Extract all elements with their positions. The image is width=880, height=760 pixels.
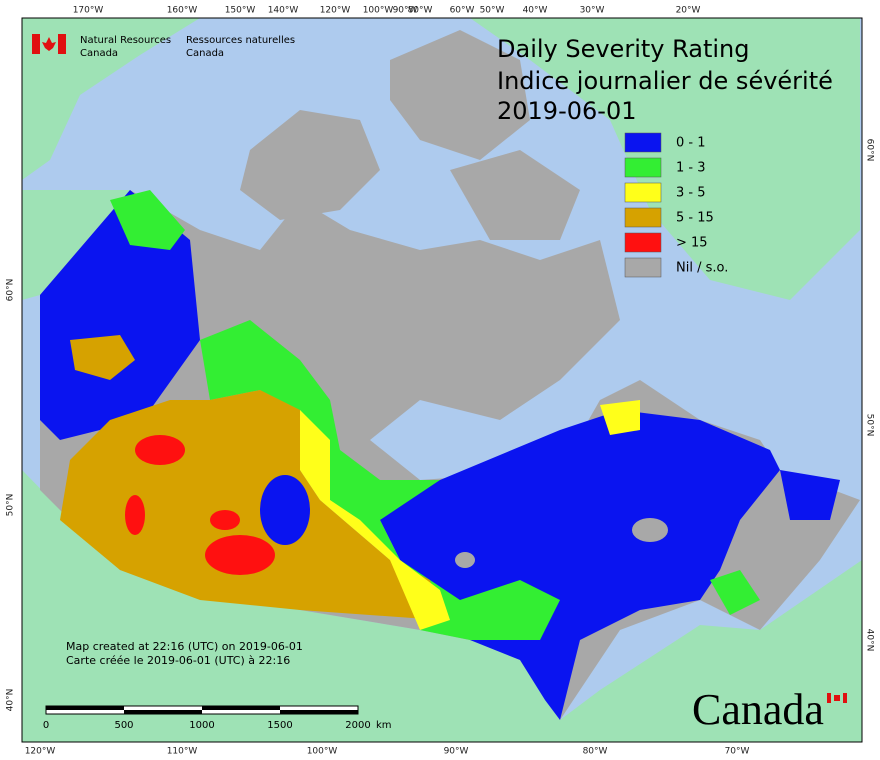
zone-extreme	[210, 510, 240, 530]
zone-extreme	[205, 535, 275, 575]
land-alaska	[22, 190, 130, 300]
maple-leaf	[42, 37, 56, 51]
footer: Map created at 22:16 (UTC) on 2019-06-01…	[66, 640, 303, 667]
footer-en: Map created at 22:16 (UTC) on 2019-06-01	[66, 640, 303, 653]
lat-label-left: 60°N	[6, 279, 16, 302]
lon-label-top: 90°W	[393, 6, 418, 16]
lon-label-top: 140°W	[268, 6, 299, 16]
frame-border	[21, 17, 863, 743]
land-greenland	[470, 18, 860, 300]
scale-label: 1500	[267, 720, 292, 731]
zone-low	[780, 470, 840, 520]
title-date: 2019-06-01	[497, 97, 636, 125]
lake-zone	[260, 475, 310, 545]
scale-label: 0	[43, 720, 49, 731]
graticule-labels: 170°W 160°W 150°W 140°W 120°W 100°W 90°W80°W 60…	[6, 6, 875, 757]
legend-label: Nil / s.o.	[676, 261, 728, 276]
legend-label: 3 - 5	[676, 186, 706, 201]
lon-label-top: 150°W	[225, 6, 256, 16]
zone-moderate	[110, 190, 185, 250]
footer-fr: Carte créée le 2019-06-01 (UTC) à 22:16	[66, 654, 290, 667]
arctic-island	[450, 150, 580, 240]
zone-high	[70, 335, 135, 380]
country-en: Canada	[80, 48, 118, 59]
legend-swatch	[624, 182, 662, 203]
lon-label-top: 80°W	[408, 6, 433, 16]
arctic-island	[390, 30, 530, 160]
wordmark-flag-bar	[843, 693, 847, 703]
zone-very-high	[300, 410, 450, 630]
legend-swatch	[624, 132, 662, 153]
scale-bar-segment	[124, 710, 202, 714]
zone-moderate	[710, 570, 760, 615]
lat-label-left: 50°N	[6, 494, 16, 517]
agency-en: Natural Resources	[80, 35, 171, 46]
legend-swatch	[624, 232, 662, 253]
arctic-island	[240, 110, 380, 220]
wordmark: Canada	[692, 685, 847, 734]
lat-label-right: 50°N	[865, 414, 875, 437]
zone-low	[40, 190, 200, 440]
legend-label: 5 - 15	[676, 211, 714, 226]
zone-extreme	[125, 495, 145, 535]
lon-label-top: 20°W	[676, 6, 701, 16]
zone-moderate	[200, 320, 560, 640]
title-fr: Indice journalier de sévérité	[497, 67, 833, 95]
lon-label-top: 100°W	[363, 6, 394, 16]
map-frame	[21, 17, 863, 743]
scale-unit: km	[376, 720, 392, 731]
legend-label: 1 - 3	[676, 161, 706, 176]
lon-label-bottom: 80°W	[583, 747, 608, 757]
lon-label-top: 160°W	[167, 6, 198, 16]
lon-label-top: 50°W	[480, 6, 505, 16]
zone-low	[370, 410, 780, 720]
lon-label-bottom: 90°W	[444, 747, 469, 757]
lon-label-top: 60°W	[450, 6, 475, 16]
flag-bar	[58, 34, 66, 54]
lat-label-right: 40°N	[865, 629, 875, 652]
lon-label-bottom: 70°W	[725, 747, 750, 757]
wordmark-leaf	[834, 695, 840, 701]
legend: 0 - 1 1 - 3 3 - 5 5 - 15 > 15 Nil / s.o.	[624, 132, 728, 278]
zone-extreme	[135, 435, 185, 465]
scale-bar-segment	[202, 706, 280, 710]
scale-bar: 0 500 1000 1500 2000 km	[43, 705, 392, 731]
legend-label: > 15	[676, 236, 708, 251]
lat-label-left: 40°N	[6, 689, 16, 712]
scale-label: 500	[114, 720, 133, 731]
legend-swatch	[624, 207, 662, 228]
lon-label-top: 120°W	[320, 6, 351, 16]
lon-label-bottom: 110°W	[167, 747, 198, 757]
legend-swatch	[624, 257, 662, 278]
title-en: Daily Severity Rating	[497, 35, 749, 63]
lon-label-top: 30°W	[580, 6, 605, 16]
legend-label: 0 - 1	[676, 136, 706, 151]
scale-label: 1000	[189, 720, 214, 731]
lat-label-right: 60°N	[865, 139, 875, 162]
lon-label-top: 170°W	[73, 6, 104, 16]
zone-very-high	[600, 400, 640, 435]
lake-zone	[632, 518, 668, 542]
land-russia	[22, 18, 200, 180]
lake-zone	[455, 552, 475, 568]
lon-label-top: 40°W	[523, 6, 548, 16]
title: Daily Severity Rating Indice journalier …	[497, 35, 833, 125]
flag-bar	[32, 34, 40, 54]
lon-label-bottom: 120°W	[25, 747, 56, 757]
lon-label-bottom: 100°W	[307, 747, 338, 757]
wordmark-text: Canada	[692, 685, 824, 734]
header: Natural Resources Canada Ressources natu…	[32, 34, 295, 59]
land-usa	[22, 470, 862, 742]
legend-swatch	[624, 157, 662, 178]
country-fr: Canada	[186, 48, 224, 59]
agency-fr: Ressources naturelles	[186, 35, 295, 46]
scale-label: 2000	[345, 720, 370, 731]
wordmark-flag-bar	[827, 693, 831, 703]
scale-bar-segment	[280, 710, 358, 714]
scale-bar-segment	[46, 706, 124, 710]
